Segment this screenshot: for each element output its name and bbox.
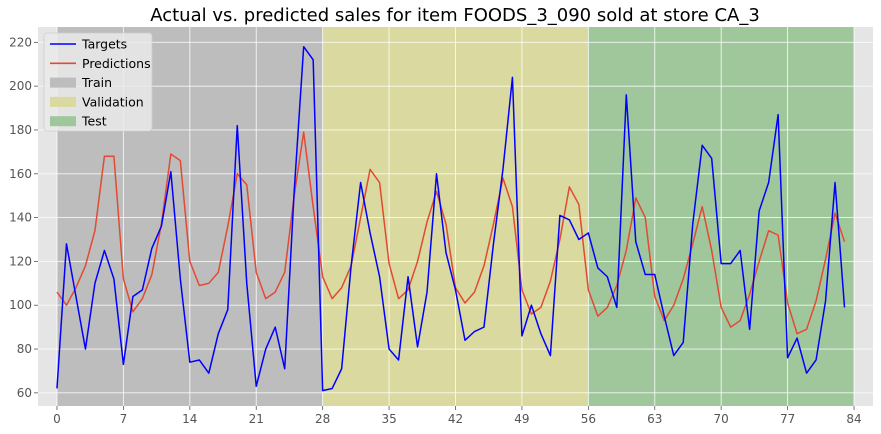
x-tick-label: 77 [780, 412, 795, 426]
x-tick-label: 63 [647, 412, 662, 426]
x-tick-label: 49 [514, 412, 529, 426]
x-tick-label: 28 [315, 412, 330, 426]
y-tick-label: 140 [9, 211, 32, 225]
x-tick-label: 56 [581, 412, 596, 426]
legend-swatch-validation [50, 96, 76, 107]
y-tick-label: 220 [9, 35, 32, 49]
y-tick-label: 160 [9, 167, 32, 181]
y-tick-label: 120 [9, 254, 32, 268]
y-axis-ticks: 60 80 100 120 140 160 180 200 220 [9, 35, 38, 400]
legend-label-test: Test [81, 114, 107, 129]
x-tick-label: 7 [120, 412, 128, 426]
grid-lines [38, 27, 873, 406]
x-tick-label: 35 [381, 412, 396, 426]
legend-label-train: Train [81, 75, 112, 90]
legend-label-validation: Validation [82, 94, 144, 109]
x-tick-label: 0 [53, 412, 61, 426]
x-tick-label: 14 [182, 412, 197, 426]
x-tick-label: 84 [846, 412, 861, 426]
legend: Targets Predictions Train Validation Test [43, 32, 153, 132]
y-tick-label: 180 [9, 123, 32, 137]
x-tick-label: 42 [448, 412, 463, 426]
y-tick-label: 80 [17, 342, 32, 356]
legend-label-targets: Targets [81, 37, 127, 52]
series-lines [56, 45, 846, 392]
y-tick-label: 60 [17, 386, 32, 400]
series-line-predictions [56, 131, 846, 335]
x-tick-label: 70 [714, 412, 729, 426]
legend-swatch-test [50, 116, 76, 127]
legend-label-predictions: Predictions [82, 56, 151, 71]
y-tick-label: 200 [9, 79, 32, 93]
chart-title: Actual vs. predicted sales for item FOOD… [150, 5, 760, 26]
legend-swatch-train [50, 77, 76, 88]
x-tick-label: 21 [249, 412, 264, 426]
x-axis-ticks: 0 7 14 21 28 35 42 49 56 63 70 77 84 [53, 406, 862, 426]
series-line-targets [56, 45, 846, 392]
y-tick-label: 100 [9, 298, 32, 312]
